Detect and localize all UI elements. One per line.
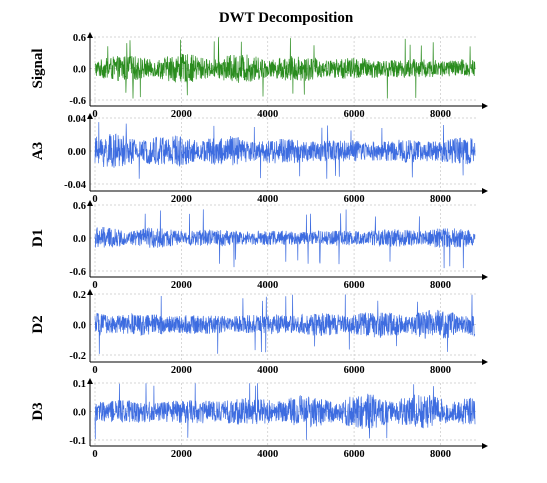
y-axis-arrow (87, 200, 93, 206)
y-axis-arrow (87, 113, 93, 119)
x-tick-label: 8000 (430, 365, 451, 376)
x-axis-arrow (482, 359, 488, 365)
y-axis-arrow (87, 289, 93, 295)
y-tick-label: -0.04 (64, 180, 87, 191)
x-tick-label: 4000 (257, 194, 278, 205)
y-axis-label: Signal (30, 48, 46, 88)
x-tick-label: 4000 (257, 280, 278, 291)
panel-d3: 0.1 0.0 -0.1 0 2000 4000 6000 8000 D3 (30, 378, 488, 460)
x-tick-label: 6000 (344, 109, 365, 120)
x-tick-label: 8000 (430, 194, 451, 205)
series-line-signal (94, 37, 476, 99)
y-tick-label: 0.0 (73, 321, 86, 332)
y-tick-label: 0.04 (68, 114, 87, 125)
x-tick-label: 4000 (257, 109, 278, 120)
series-line-d2 (94, 294, 476, 354)
y-tick-label: 0.2 (73, 290, 86, 301)
x-tick-label: 2000 (171, 280, 192, 291)
x-axis-arrow (482, 188, 488, 194)
x-tick-label: 8000 (430, 449, 451, 460)
x-tick-label: 4000 (257, 449, 278, 460)
y-tick-label: 0.0 (73, 234, 86, 245)
x-tick-label: 2000 (171, 194, 192, 205)
x-tick-label: 6000 (344, 449, 365, 460)
y-tick-label: -0.6 (69, 267, 86, 278)
y-axis-arrow (87, 32, 93, 38)
x-axis-arrow (482, 443, 488, 449)
y-tick-label: -0.6 (69, 96, 86, 107)
y-tick-label: 0.0 (73, 65, 86, 76)
y-tick-label: 0.6 (73, 201, 86, 212)
x-tick-label: 8000 (430, 280, 451, 291)
x-tick-label: 2000 (171, 365, 192, 376)
x-tick-label: 6000 (344, 194, 365, 205)
y-tick-label: -0.2 (69, 351, 86, 362)
x-tick-label: 0 (92, 449, 97, 460)
x-tick-label: 2000 (171, 449, 192, 460)
y-tick-label: 0.1 (73, 379, 86, 390)
series-line-a3 (94, 122, 476, 179)
y-axis-label: D2 (30, 315, 46, 333)
y-axis-arrow (87, 378, 93, 384)
chart-title: DWT Decomposition (219, 10, 354, 26)
y-axis-label: D1 (30, 229, 46, 247)
x-tick-label: 0 (92, 109, 97, 120)
x-tick-label: 8000 (430, 109, 451, 120)
y-tick-label: -0.1 (69, 436, 86, 447)
panel-signal: 0.6 0.0 -0.6 0 2000 4000 6000 8000 Signal (30, 32, 488, 120)
y-tick-label: 0.00 (68, 147, 86, 158)
y-tick-label: 0.0 (73, 408, 86, 419)
y-axis-label: A3 (30, 142, 46, 160)
y-tick-label: 0.6 (73, 33, 86, 44)
series-line-d3 (94, 383, 476, 440)
panel-a3: 0.04 0.00 -0.04 0 2000 4000 6000 8000 A3 (30, 113, 488, 205)
x-tick-label: 0 (92, 194, 97, 205)
x-tick-label: 0 (92, 365, 97, 376)
x-tick-label: 0 (92, 280, 97, 291)
panel-d2: 0.2 0.0 -0.2 0 2000 4000 6000 8000 D2 (30, 289, 488, 376)
x-axis-arrow (482, 274, 488, 280)
series-line-d1 (94, 209, 476, 269)
y-axis-label: D3 (30, 402, 46, 420)
x-axis-arrow (482, 103, 488, 109)
x-tick-label: 6000 (344, 280, 365, 291)
x-tick-label: 2000 (171, 109, 192, 120)
panel-d1: 0.6 0.0 -0.6 0 2000 4000 6000 8000 D1 (30, 200, 488, 291)
x-tick-label: 6000 (344, 365, 365, 376)
x-tick-label: 4000 (257, 365, 278, 376)
